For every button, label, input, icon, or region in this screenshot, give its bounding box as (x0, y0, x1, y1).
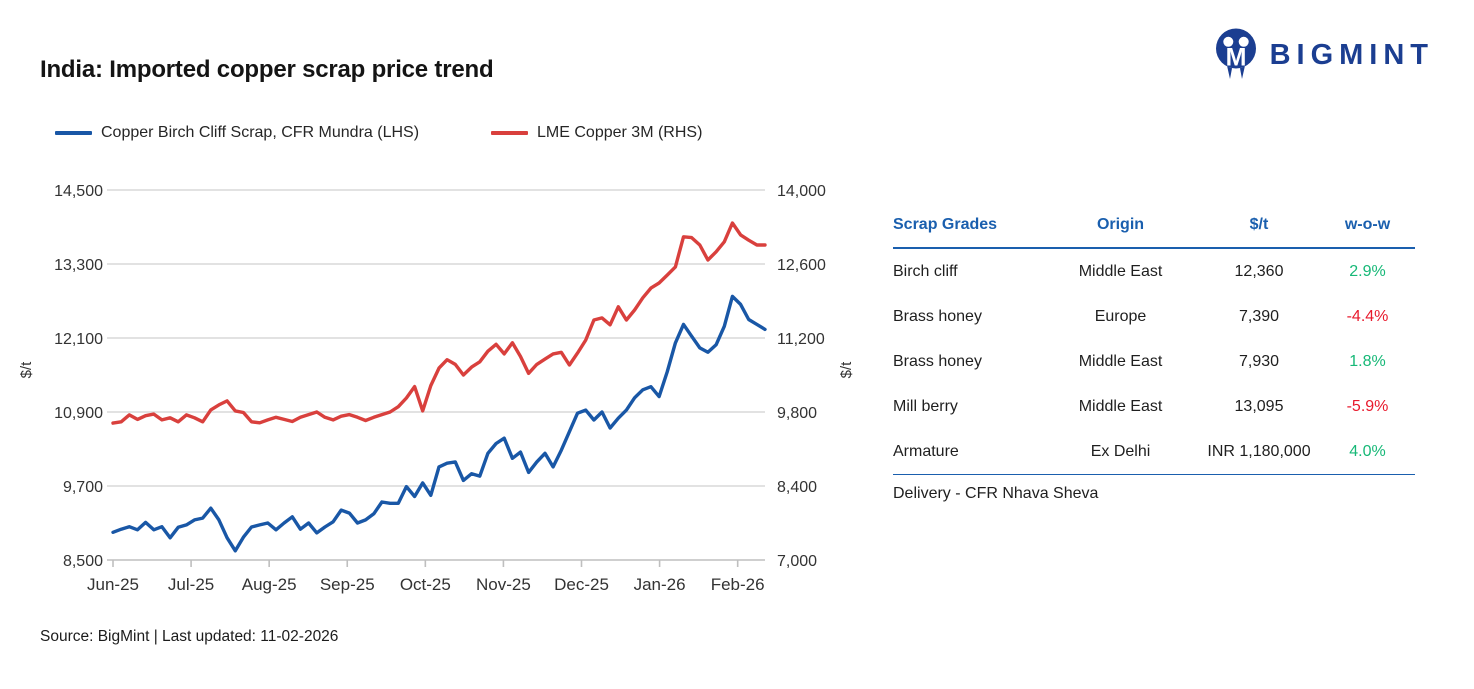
price-trend-chart-svg: 8,500 9,700 10,900 12,100 13,300 14,500 7,000 8… (18, 183, 855, 594)
scrap-price-table: Scrap Grades Origin $/t w-o-w Birch clif… (893, 210, 1415, 503)
svg-text:12,600: 12,600 (777, 257, 826, 274)
cell-price: 7,930 (1238, 352, 1280, 370)
svg-text:$/t: $/t (838, 361, 855, 379)
chart-legend: Copper Birch Cliff Scrap, CFR Mundra (LH… (55, 124, 702, 142)
header-price: $/t (1249, 216, 1269, 233)
cell-price: 13,095 (1234, 397, 1284, 415)
table-row: Brass honey Middle East 7,930 1.8% (893, 339, 1415, 384)
svg-text:Sep-25: Sep-25 (320, 575, 375, 594)
bigmint-logo-icon: M (1215, 28, 1256, 79)
cell-origin: Middle East (1078, 352, 1163, 370)
cell-wow: 4.0% (1349, 442, 1386, 460)
delivery-footnote: Delivery - CFR Nhava Sheva (893, 485, 1099, 502)
cell-grade: Armature (893, 442, 959, 460)
svg-text:Jul-25: Jul-25 (168, 575, 214, 594)
source-note: Source: BigMint | Last updated: 11-02-20… (40, 628, 339, 645)
svg-text:M: M (1225, 44, 1246, 72)
svg-text:9,800: 9,800 (777, 405, 817, 422)
cell-wow: -5.9% (1346, 397, 1389, 415)
cell-grade: Brass honey (893, 307, 982, 325)
page-title: India: Imported copper scrap price trend (40, 56, 494, 83)
cell-grade: Birch cliff (893, 262, 958, 280)
svg-text:Jan-26: Jan-26 (634, 575, 686, 594)
svg-text:Jun-25: Jun-25 (87, 575, 139, 594)
svg-text:$/t: $/t (18, 361, 35, 379)
legend-swatch-blue (55, 131, 92, 135)
header-scrap-grades: Scrap Grades (893, 216, 998, 233)
header-wow: w-o-w (1344, 216, 1391, 233)
table-row: Mill berry Middle East 13,095 -5.9% (893, 384, 1415, 429)
svg-text:12,100: 12,100 (54, 331, 103, 348)
svg-text:14,000: 14,000 (777, 183, 826, 200)
legend-label: LME Copper 3M (RHS) (537, 124, 703, 141)
svg-text:8,500: 8,500 (63, 553, 103, 570)
legend-item-birch-cliff: Copper Birch Cliff Scrap, CFR Mundra (LH… (55, 124, 419, 142)
svg-text:Dec-25: Dec-25 (554, 575, 609, 594)
svg-text:Nov-25: Nov-25 (476, 575, 531, 594)
cell-wow: 2.9% (1349, 262, 1386, 280)
cell-wow: 1.8% (1349, 352, 1386, 370)
svg-text:13,300: 13,300 (54, 257, 103, 274)
header-origin: Origin (1096, 216, 1145, 233)
svg-text:14,500: 14,500 (54, 183, 103, 200)
svg-text:9,700: 9,700 (63, 479, 103, 496)
legend-label: Copper Birch Cliff Scrap, CFR Mundra (LH… (101, 124, 420, 141)
table-row: Birch cliff Middle East 12,360 2.9% (893, 248, 1415, 294)
svg-text:7,000: 7,000 (777, 553, 817, 570)
cell-origin: Europe (1094, 307, 1147, 325)
cell-wow: -4.4% (1346, 307, 1389, 325)
bigmint-logo-text: BIGMINT (1269, 38, 1434, 71)
cell-grade: Brass honey (893, 352, 982, 370)
svg-text:11,200: 11,200 (777, 331, 825, 348)
svg-text:8,400: 8,400 (777, 479, 817, 496)
cell-price: 12,360 (1234, 262, 1284, 280)
bigmint-logo: M BIGMINT (1213, 28, 1434, 82)
price-trend-chart: 8,500 9,700 10,900 12,100 13,300 14,500 7,000 8… (15, 166, 865, 626)
cell-origin: Middle East (1078, 262, 1163, 280)
table-row: Armature Ex Delhi INR 1,180,000 4.0% (893, 429, 1415, 475)
cell-price: INR 1,180,000 (1207, 442, 1311, 460)
svg-text:Feb-26: Feb-26 (711, 575, 765, 594)
table-row: Brass honey Europe 7,390 -4.4% (893, 294, 1415, 339)
legend-item-lme-copper: LME Copper 3M (RHS) (491, 124, 702, 142)
cell-price: 7,390 (1238, 307, 1280, 325)
cell-origin: Middle East (1078, 397, 1163, 415)
cell-origin: Ex Delhi (1090, 442, 1151, 460)
svg-text:Oct-25: Oct-25 (400, 575, 451, 594)
svg-text:Aug-25: Aug-25 (242, 575, 297, 594)
legend-swatch-red (491, 131, 529, 135)
cell-grade: Mill berry (893, 397, 958, 415)
svg-text:10,900: 10,900 (54, 405, 103, 422)
table-header-row: Scrap Grades Origin $/t w-o-w (893, 210, 1415, 248)
